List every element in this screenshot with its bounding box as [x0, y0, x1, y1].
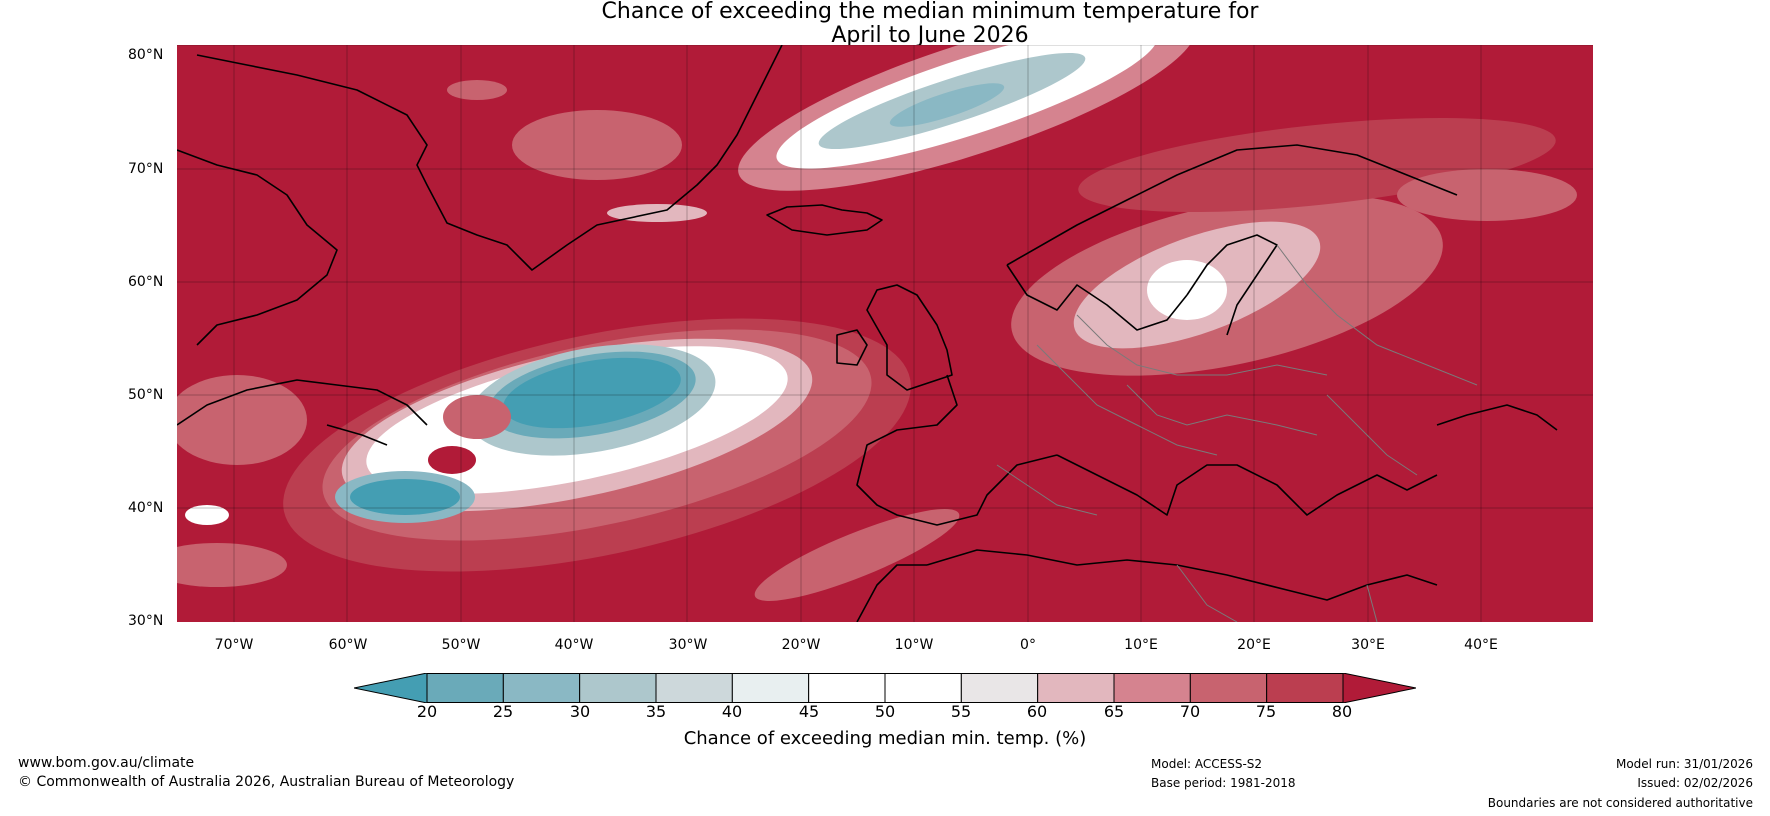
colorbar-tick-40: 40 [721, 702, 743, 721]
colorbar-tick-65: 65 [1103, 702, 1125, 721]
lon-label-50w: 50°W [441, 637, 481, 653]
colorbar-cell [1037, 673, 1115, 703]
model-run: Model run: 31/01/2026 [1615, 757, 1753, 771]
lon-label-0: 0° [1020, 637, 1036, 653]
map-canvas [177, 45, 1593, 622]
lon-label-30w: 30°W [668, 637, 708, 653]
minor-patches [177, 80, 960, 601]
website-link[interactable]: www.bom.gov.au/climate [18, 755, 195, 771]
colorbar-tick-45: 45 [798, 702, 820, 721]
lon-label-40e: 40°E [1464, 637, 1498, 653]
colorbar-cell [960, 673, 1039, 703]
copyright: © Commonwealth of Australia 2026, Austra… [18, 774, 515, 790]
lat-label-70n: 70°N [128, 161, 164, 177]
forecast-map [177, 45, 1593, 622]
colorbar-under-triangle [354, 673, 428, 703]
title-line-1: Chance of exceeding the median minimum t… [601, 0, 1259, 24]
colorbar-tick-50: 50 [874, 702, 896, 721]
colorbar-label: Chance of exceeding median min. temp. (%… [683, 728, 1087, 749]
colorbar-tick-75: 75 [1255, 702, 1277, 721]
atlantic-anomaly [283, 318, 911, 572]
lon-label-60w: 60°W [328, 637, 368, 653]
boundary-disclaimer: Boundaries are not considered authoritat… [1487, 796, 1753, 810]
colorbar-cell [1266, 673, 1344, 703]
colorbar-tick-80: 80 [1331, 702, 1353, 721]
lon-label-10w: 10°W [894, 637, 934, 653]
lon-label-20w: 20°W [781, 637, 821, 653]
map-title: Chance of exceeding the median minimum t… [0, 0, 1770, 48]
issued-date: Issued: 02/02/2026 [1637, 776, 1753, 790]
lat-label-50n: 50°N [128, 387, 164, 403]
lon-label-70w: 70°W [214, 637, 254, 653]
graticule [177, 45, 1593, 622]
colorbar-cell [1189, 673, 1268, 703]
colorbar-tick-60: 60 [1026, 702, 1048, 721]
colorbar-tick-20: 20 [416, 702, 438, 721]
colorbar-cell [1113, 673, 1191, 703]
colorbar-cell [426, 673, 504, 703]
coastlines [177, 45, 1558, 622]
colorbar-cell [731, 673, 810, 703]
title-line-2: April to June 2026 [831, 23, 1029, 48]
colorbar-tick-70: 70 [1179, 702, 1201, 721]
country-borders [996, 244, 1478, 622]
colorbar-cell [808, 673, 886, 703]
base-period: Base period: 1981-2018 [1151, 776, 1296, 790]
colorbar-cell [579, 673, 657, 703]
europe-anomaly [1011, 117, 1577, 376]
lon-label-40w: 40°W [554, 637, 594, 653]
colorbar-tick-30: 30 [569, 702, 591, 721]
lat-label-80n: 80°N [128, 47, 164, 63]
colorbar-cell [655, 673, 733, 703]
lat-label-30n: 30°N [128, 613, 164, 629]
colorbar [354, 673, 1416, 703]
lat-label-60n: 60°N [128, 274, 164, 290]
lat-label-40n: 40°N [128, 500, 164, 516]
colorbar-cell [884, 673, 962, 703]
lon-label-30e: 30°E [1351, 637, 1385, 653]
model-name: Model: ACCESS-S2 [1151, 757, 1263, 771]
lon-label-10e: 10°E [1124, 637, 1158, 653]
arctic-anomaly [738, 45, 1196, 191]
lon-label-20e: 20°E [1237, 637, 1271, 653]
colorbar-tick-25: 25 [492, 702, 514, 721]
colorbar-tick-55: 55 [950, 702, 972, 721]
colorbar-tick-35: 35 [645, 702, 667, 721]
colorbar-over-triangle [1342, 673, 1416, 703]
colorbar-cell [502, 673, 581, 703]
